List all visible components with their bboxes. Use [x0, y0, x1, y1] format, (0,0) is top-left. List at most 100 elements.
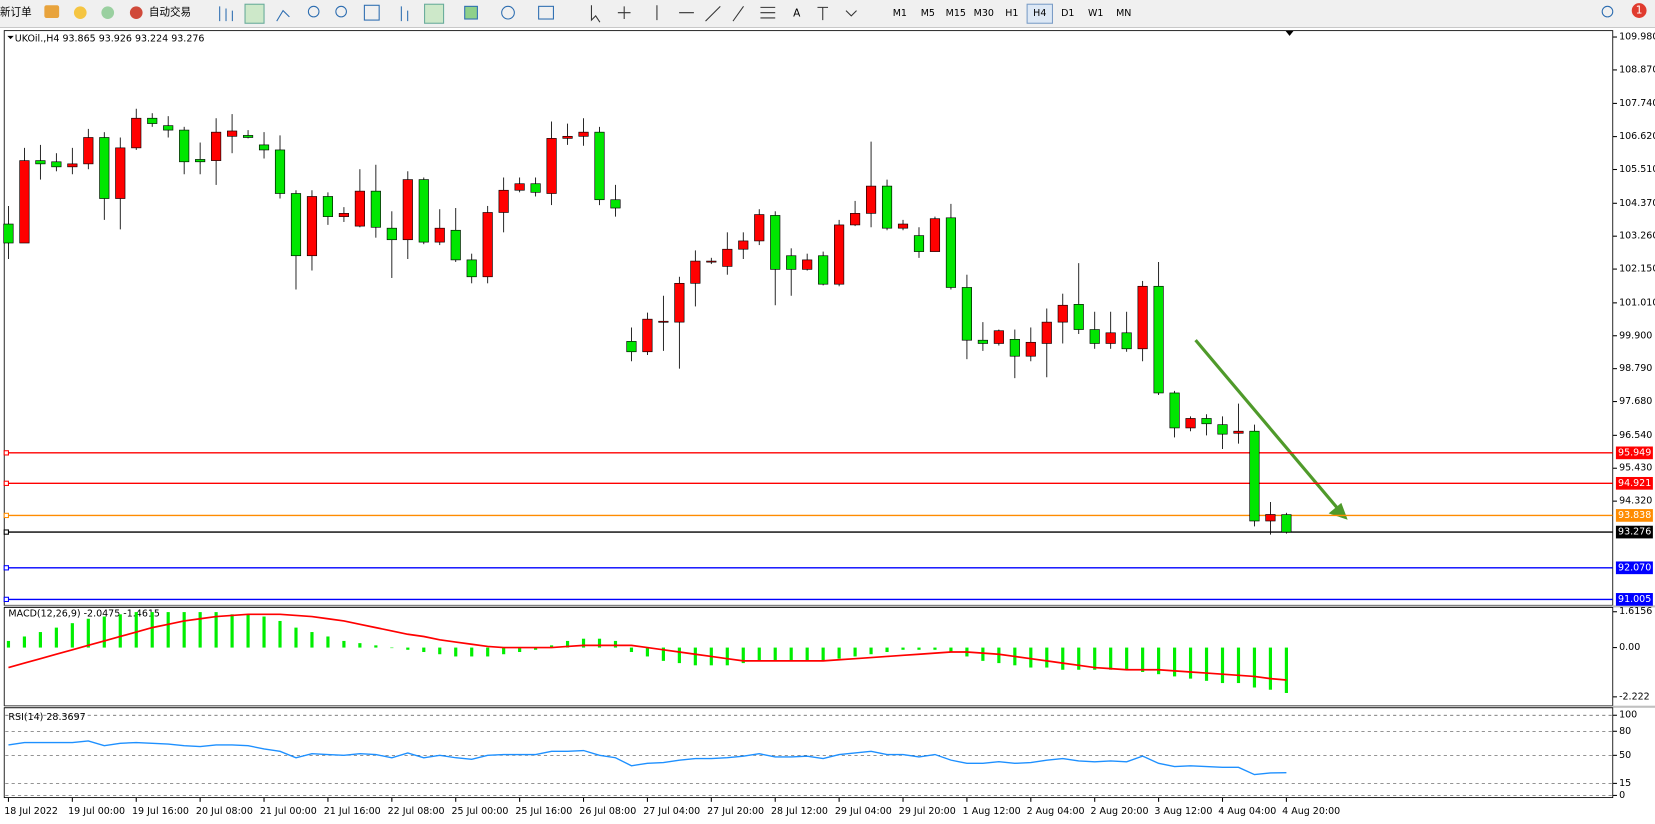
macd-bar	[885, 647, 889, 653]
y-tick-label: 99.900	[1619, 330, 1652, 341]
auto-trading-button[interactable]: 自动交易	[149, 6, 191, 19]
plot-layer: M1 M5 M15 M30 H1 H4 D1 W1 MN 109.980 108.870 107.74…	[3, 3, 1655, 817]
candle-body	[1009, 339, 1020, 357]
candle-body	[786, 255, 797, 270]
toolbar-icon[interactable]	[424, 3, 445, 24]
timeframe-label[interactable]: M30	[974, 8, 994, 19]
candle-body	[834, 224, 845, 285]
candle-body	[163, 125, 174, 131]
candle-body	[322, 196, 334, 217]
timeframe-label[interactable]: H4	[1033, 8, 1046, 19]
text-tool[interactable]: A	[793, 8, 801, 20]
macd-bar	[70, 623, 74, 648]
toolbar-icon[interactable]	[464, 5, 478, 20]
timeframe-label[interactable]: MN	[1116, 8, 1131, 19]
toolbar-icon[interactable]	[363, 4, 380, 21]
candle-body	[498, 189, 509, 213]
search-button[interactable]	[1601, 5, 1614, 18]
candle-body	[1137, 285, 1148, 350]
zoom-in[interactable]	[307, 5, 320, 18]
candle-body	[897, 223, 909, 229]
level-label-bg	[1615, 446, 1653, 460]
toolbar-icon[interactable]	[501, 5, 515, 20]
macd-bar	[326, 636, 330, 648]
toolbar-icon[interactable]	[244, 3, 265, 24]
level-label-bg	[1615, 593, 1653, 606]
macd-bar	[422, 647, 426, 653]
timeframe-label[interactable]: W1	[1088, 8, 1103, 19]
candle-body	[977, 339, 988, 344]
zoom-out[interactable]	[335, 5, 347, 18]
candle-body	[386, 227, 397, 241]
toolbar-icon[interactable]	[101, 6, 115, 20]
macd-bar	[725, 647, 729, 666]
timeframe-label[interactable]: M15	[946, 8, 966, 19]
macd-bar	[1077, 647, 1081, 670]
y-tick-label: 103.260	[1619, 231, 1655, 242]
candle-body	[706, 260, 717, 263]
candle-body	[1249, 430, 1260, 522]
x-tick-label: 18 Jul 2022	[4, 806, 58, 817]
timeframe-label[interactable]: H1	[1005, 8, 1018, 19]
macd-bar	[645, 647, 650, 657]
macd-bar	[1252, 647, 1257, 688]
y-tick-label: 0	[1619, 790, 1625, 801]
toolbar-icon[interactable]	[538, 5, 554, 20]
x-tick-label: 27 Jul 20:00	[707, 806, 764, 817]
timeframe-label[interactable]: M1	[893, 8, 907, 19]
level-label: 93.838	[1618, 510, 1651, 521]
candle-body	[770, 215, 781, 270]
toolbar-icon[interactable]	[400, 6, 409, 22]
candle-body	[19, 160, 30, 244]
drawing-tools[interactable]	[817, 6, 857, 21]
macd-bar	[502, 647, 506, 655]
x-tick-label: 29 Jul 20:00	[899, 806, 956, 817]
toolbar-icon[interactable]	[73, 6, 87, 20]
macd-bar	[6, 640, 11, 648]
rsi-panel	[3, 707, 1614, 799]
auto-trading-icon[interactable]	[129, 6, 143, 20]
timeframe-label[interactable]: D1	[1061, 8, 1074, 19]
timeframe-button[interactable]	[1026, 3, 1053, 24]
candle-body	[514, 183, 525, 191]
macd-bar	[677, 647, 681, 664]
x-tick-label: 22 Jul 08:00	[388, 806, 445, 817]
new-order-button[interactable]: 新订单	[0, 6, 32, 19]
macd-bar	[518, 647, 522, 653]
toolbar-icon[interactable]	[44, 5, 60, 18]
x-tick-label: 1 Aug 12:00	[963, 806, 1021, 817]
macd-bar	[534, 647, 538, 650]
level-label: 93.276	[1618, 527, 1651, 538]
macd-bar	[549, 645, 554, 648]
macd-bar	[230, 614, 234, 648]
drawing-tools[interactable]	[590, 5, 776, 23]
candle-body	[642, 318, 653, 353]
y-tick-label: 98.790	[1619, 363, 1652, 374]
y-tick-label: 108.870	[1619, 64, 1655, 75]
candle-body	[1041, 321, 1052, 344]
x-tick-label: 21 Jul 00:00	[260, 806, 317, 817]
candle-body	[195, 159, 206, 163]
y-tick-label: 100	[1619, 710, 1637, 721]
macd-bar	[565, 640, 570, 648]
y-tick-label: 80	[1619, 726, 1631, 737]
timeframe-label[interactable]: M5	[921, 8, 935, 19]
macd-bar	[406, 647, 410, 650]
macd-bar	[933, 647, 937, 650]
level-label-bg	[1615, 525, 1653, 539]
x-tick-label: 25 Jul 00:00	[452, 806, 509, 817]
macd-bar	[757, 647, 761, 661]
panel-separator	[4, 705, 1655, 708]
toolbar-icon[interactable]	[276, 9, 290, 22]
macd-bar	[134, 612, 138, 648]
macd-bar	[981, 647, 985, 661]
macd-bar	[997, 647, 1001, 664]
toolbar-icon[interactable]	[219, 6, 233, 22]
candle-body	[865, 185, 877, 214]
candle-body	[929, 218, 941, 252]
candle-body	[482, 212, 493, 278]
candle-body	[1153, 285, 1164, 394]
macd-bar	[1284, 647, 1288, 693]
notification-badge[interactable]	[1631, 3, 1647, 18]
